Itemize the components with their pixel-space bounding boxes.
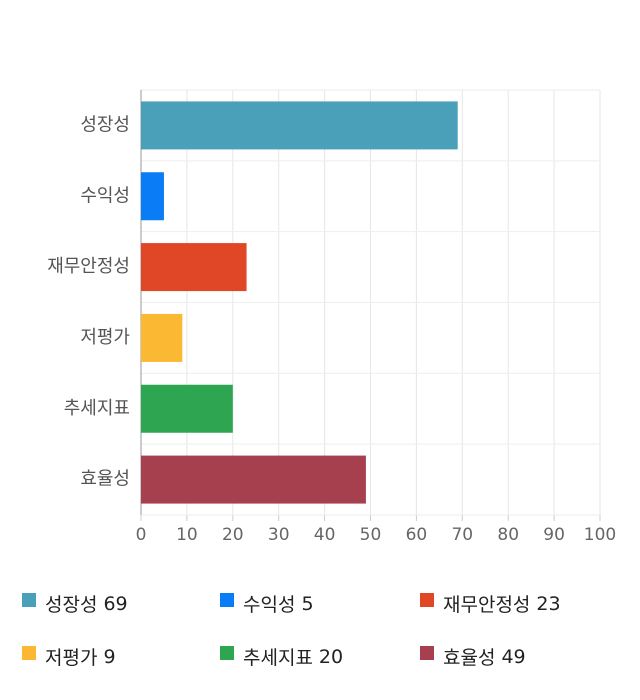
bar (141, 101, 458, 150)
legend-swatch (420, 645, 434, 660)
legend-swatch (22, 592, 36, 607)
y-tick-label: 추세지표 (64, 398, 130, 419)
legend-swatch (420, 592, 434, 607)
bar (141, 172, 164, 221)
legend-label: 저평가 (45, 647, 98, 669)
legend-label: 추세지표 (243, 647, 313, 669)
legend-item: 효율성 49 (420, 643, 526, 670)
legend-value: 20 (318, 645, 344, 668)
bar (141, 243, 247, 292)
legend-label: 효율성 (443, 647, 496, 669)
legend-label: 재무안정성 (443, 594, 531, 616)
x-tick-label: 30 (268, 525, 290, 545)
legend-label: 수익성 (243, 594, 296, 616)
legend-value: 9 (103, 645, 116, 668)
legend-value: 69 (103, 592, 128, 615)
y-tick-label: 수익성 (80, 185, 130, 206)
legend-label: 성장성 (45, 594, 98, 616)
legend-item: 성장성 69 (22, 590, 128, 617)
x-tick-label: 100 (584, 525, 616, 545)
x-tick-label: 60 (406, 525, 428, 545)
x-tick-label: 20 (222, 525, 244, 545)
legend-swatch (220, 645, 234, 660)
y-tick-label: 효율성 (80, 469, 130, 490)
x-tick-label: 90 (543, 525, 565, 545)
y-tick-label: 저평가 (80, 327, 130, 348)
x-tick-label: 70 (451, 525, 473, 545)
legend-value: 49 (501, 645, 526, 668)
chart: 0 10 20 30 40 50 60 70 80 90 100 성장성수익성재무안정성저평가추세지표… (47, 89, 616, 545)
y-tick-label: 성장성 (80, 114, 130, 135)
bar (141, 455, 366, 504)
legend-item: 수익성 5 (220, 590, 314, 617)
legend-item: 재무안정성 23 (420, 590, 561, 617)
legend-item: 저평가 9 (22, 643, 116, 670)
legend-value: 5 (301, 592, 314, 615)
x-tick-label: 40 (314, 525, 336, 545)
legend-swatch (22, 645, 36, 660)
legend-item: 추세지표 20 (220, 643, 343, 670)
x-tick-label: 80 (497, 525, 519, 545)
x-tick-label: 10 (176, 525, 198, 545)
bar (141, 384, 233, 433)
legend-value: 23 (536, 592, 561, 615)
legend-swatch (220, 592, 234, 607)
x-tick-label: 0 (136, 525, 147, 545)
y-tick-label: 재무안정성 (47, 256, 130, 277)
bar (141, 313, 183, 362)
x-tick-label: 50 (360, 525, 382, 545)
